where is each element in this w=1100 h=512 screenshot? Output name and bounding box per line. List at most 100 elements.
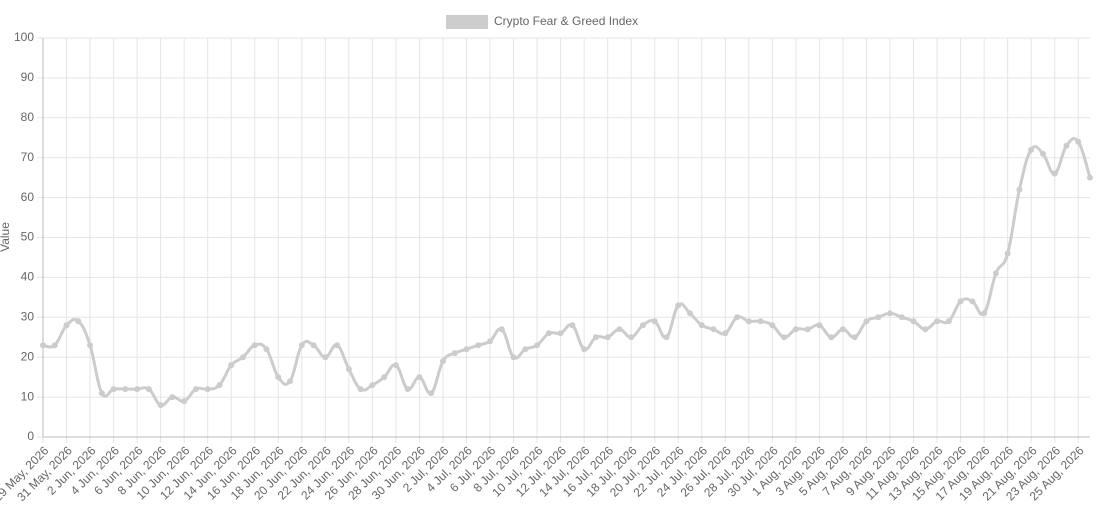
data-point <box>992 270 999 277</box>
data-point <box>404 386 411 393</box>
data-point <box>1039 150 1046 157</box>
data-point <box>145 386 152 393</box>
data-point <box>663 334 670 341</box>
data-point <box>675 302 682 309</box>
data-point <box>475 342 482 349</box>
data-point <box>545 330 552 337</box>
data-point <box>381 374 388 381</box>
data-point <box>522 346 529 353</box>
data-point <box>181 398 188 405</box>
data-point <box>710 326 717 333</box>
y-tick-label: 50 <box>21 230 35 244</box>
data-point <box>734 314 741 321</box>
data-point <box>781 334 788 341</box>
data-point <box>392 362 399 369</box>
data-point <box>687 310 694 317</box>
data-point <box>745 318 752 325</box>
data-point <box>557 330 564 337</box>
data-point <box>769 322 776 329</box>
data-point <box>239 354 246 361</box>
data-point <box>592 334 599 341</box>
data-point <box>110 386 117 393</box>
data-point <box>839 326 846 333</box>
legend-swatch[interactable] <box>446 15 488 29</box>
data-point <box>122 386 129 393</box>
data-point <box>616 326 623 333</box>
data-point <box>910 318 917 325</box>
data-point <box>357 386 364 393</box>
data-point <box>1028 146 1035 153</box>
data-point <box>604 334 611 341</box>
data-point <box>251 342 258 349</box>
data-point <box>87 342 94 349</box>
data-point <box>828 334 835 341</box>
data-point <box>887 310 894 317</box>
series-line <box>42 137 1092 407</box>
y-tick-label: 100 <box>14 30 34 44</box>
data-point <box>416 374 423 381</box>
data-point <box>757 318 764 325</box>
data-point <box>969 298 976 305</box>
data-point <box>216 382 223 389</box>
y-tick-label: 80 <box>21 110 35 124</box>
data-point <box>722 330 729 337</box>
data-point <box>1016 186 1023 193</box>
data-point <box>981 310 988 317</box>
data-point <box>922 326 929 333</box>
data-point <box>192 386 199 393</box>
data-point <box>875 314 882 321</box>
data-point <box>957 298 964 305</box>
data-point <box>628 334 635 341</box>
data-point <box>275 374 282 381</box>
data-point <box>945 318 952 325</box>
data-point <box>169 394 176 401</box>
y-tick-label: 60 <box>21 190 35 204</box>
data-point <box>439 358 446 365</box>
data-point <box>310 342 317 349</box>
legend-label[interactable]: Crypto Fear & Greed Index <box>494 14 638 28</box>
data-point <box>322 354 329 361</box>
data-point <box>863 318 870 325</box>
data-point <box>334 342 341 349</box>
data-point <box>451 350 458 357</box>
data-point <box>228 362 235 369</box>
y-tick-label: 40 <box>21 270 35 284</box>
data-point <box>534 342 541 349</box>
data-point <box>1075 138 1082 145</box>
data-point <box>157 402 164 409</box>
y-tick-label: 70 <box>21 150 35 164</box>
data-point <box>898 314 905 321</box>
data-point <box>639 322 646 329</box>
data-point <box>510 354 517 361</box>
data-point <box>569 322 576 329</box>
data-point <box>287 378 294 385</box>
data-point <box>1004 250 1011 257</box>
data-point <box>263 346 270 353</box>
y-tick-label: 30 <box>21 309 35 323</box>
data-point <box>98 390 105 397</box>
y-axis-title: Value <box>0 222 12 252</box>
data-point <box>345 366 352 373</box>
y-tick-label: 10 <box>21 389 35 403</box>
data-point <box>792 326 799 333</box>
data-point <box>51 342 58 349</box>
y-tick-label: 90 <box>21 70 35 84</box>
data-point <box>851 334 858 341</box>
data-point <box>816 322 823 329</box>
data-point <box>698 322 705 329</box>
data-point <box>1087 174 1093 181</box>
data-point <box>369 382 376 389</box>
data-point <box>63 322 70 329</box>
data-point <box>298 342 305 349</box>
data-point <box>651 318 658 325</box>
data-point <box>428 390 435 397</box>
y-tick-label: 20 <box>21 349 35 363</box>
data-point <box>804 326 811 333</box>
data-point <box>498 326 505 333</box>
data-point <box>487 338 494 345</box>
y-tick-label: 0 <box>27 429 34 443</box>
data-point <box>581 346 588 353</box>
data-point <box>463 346 470 353</box>
data-point <box>934 318 941 325</box>
